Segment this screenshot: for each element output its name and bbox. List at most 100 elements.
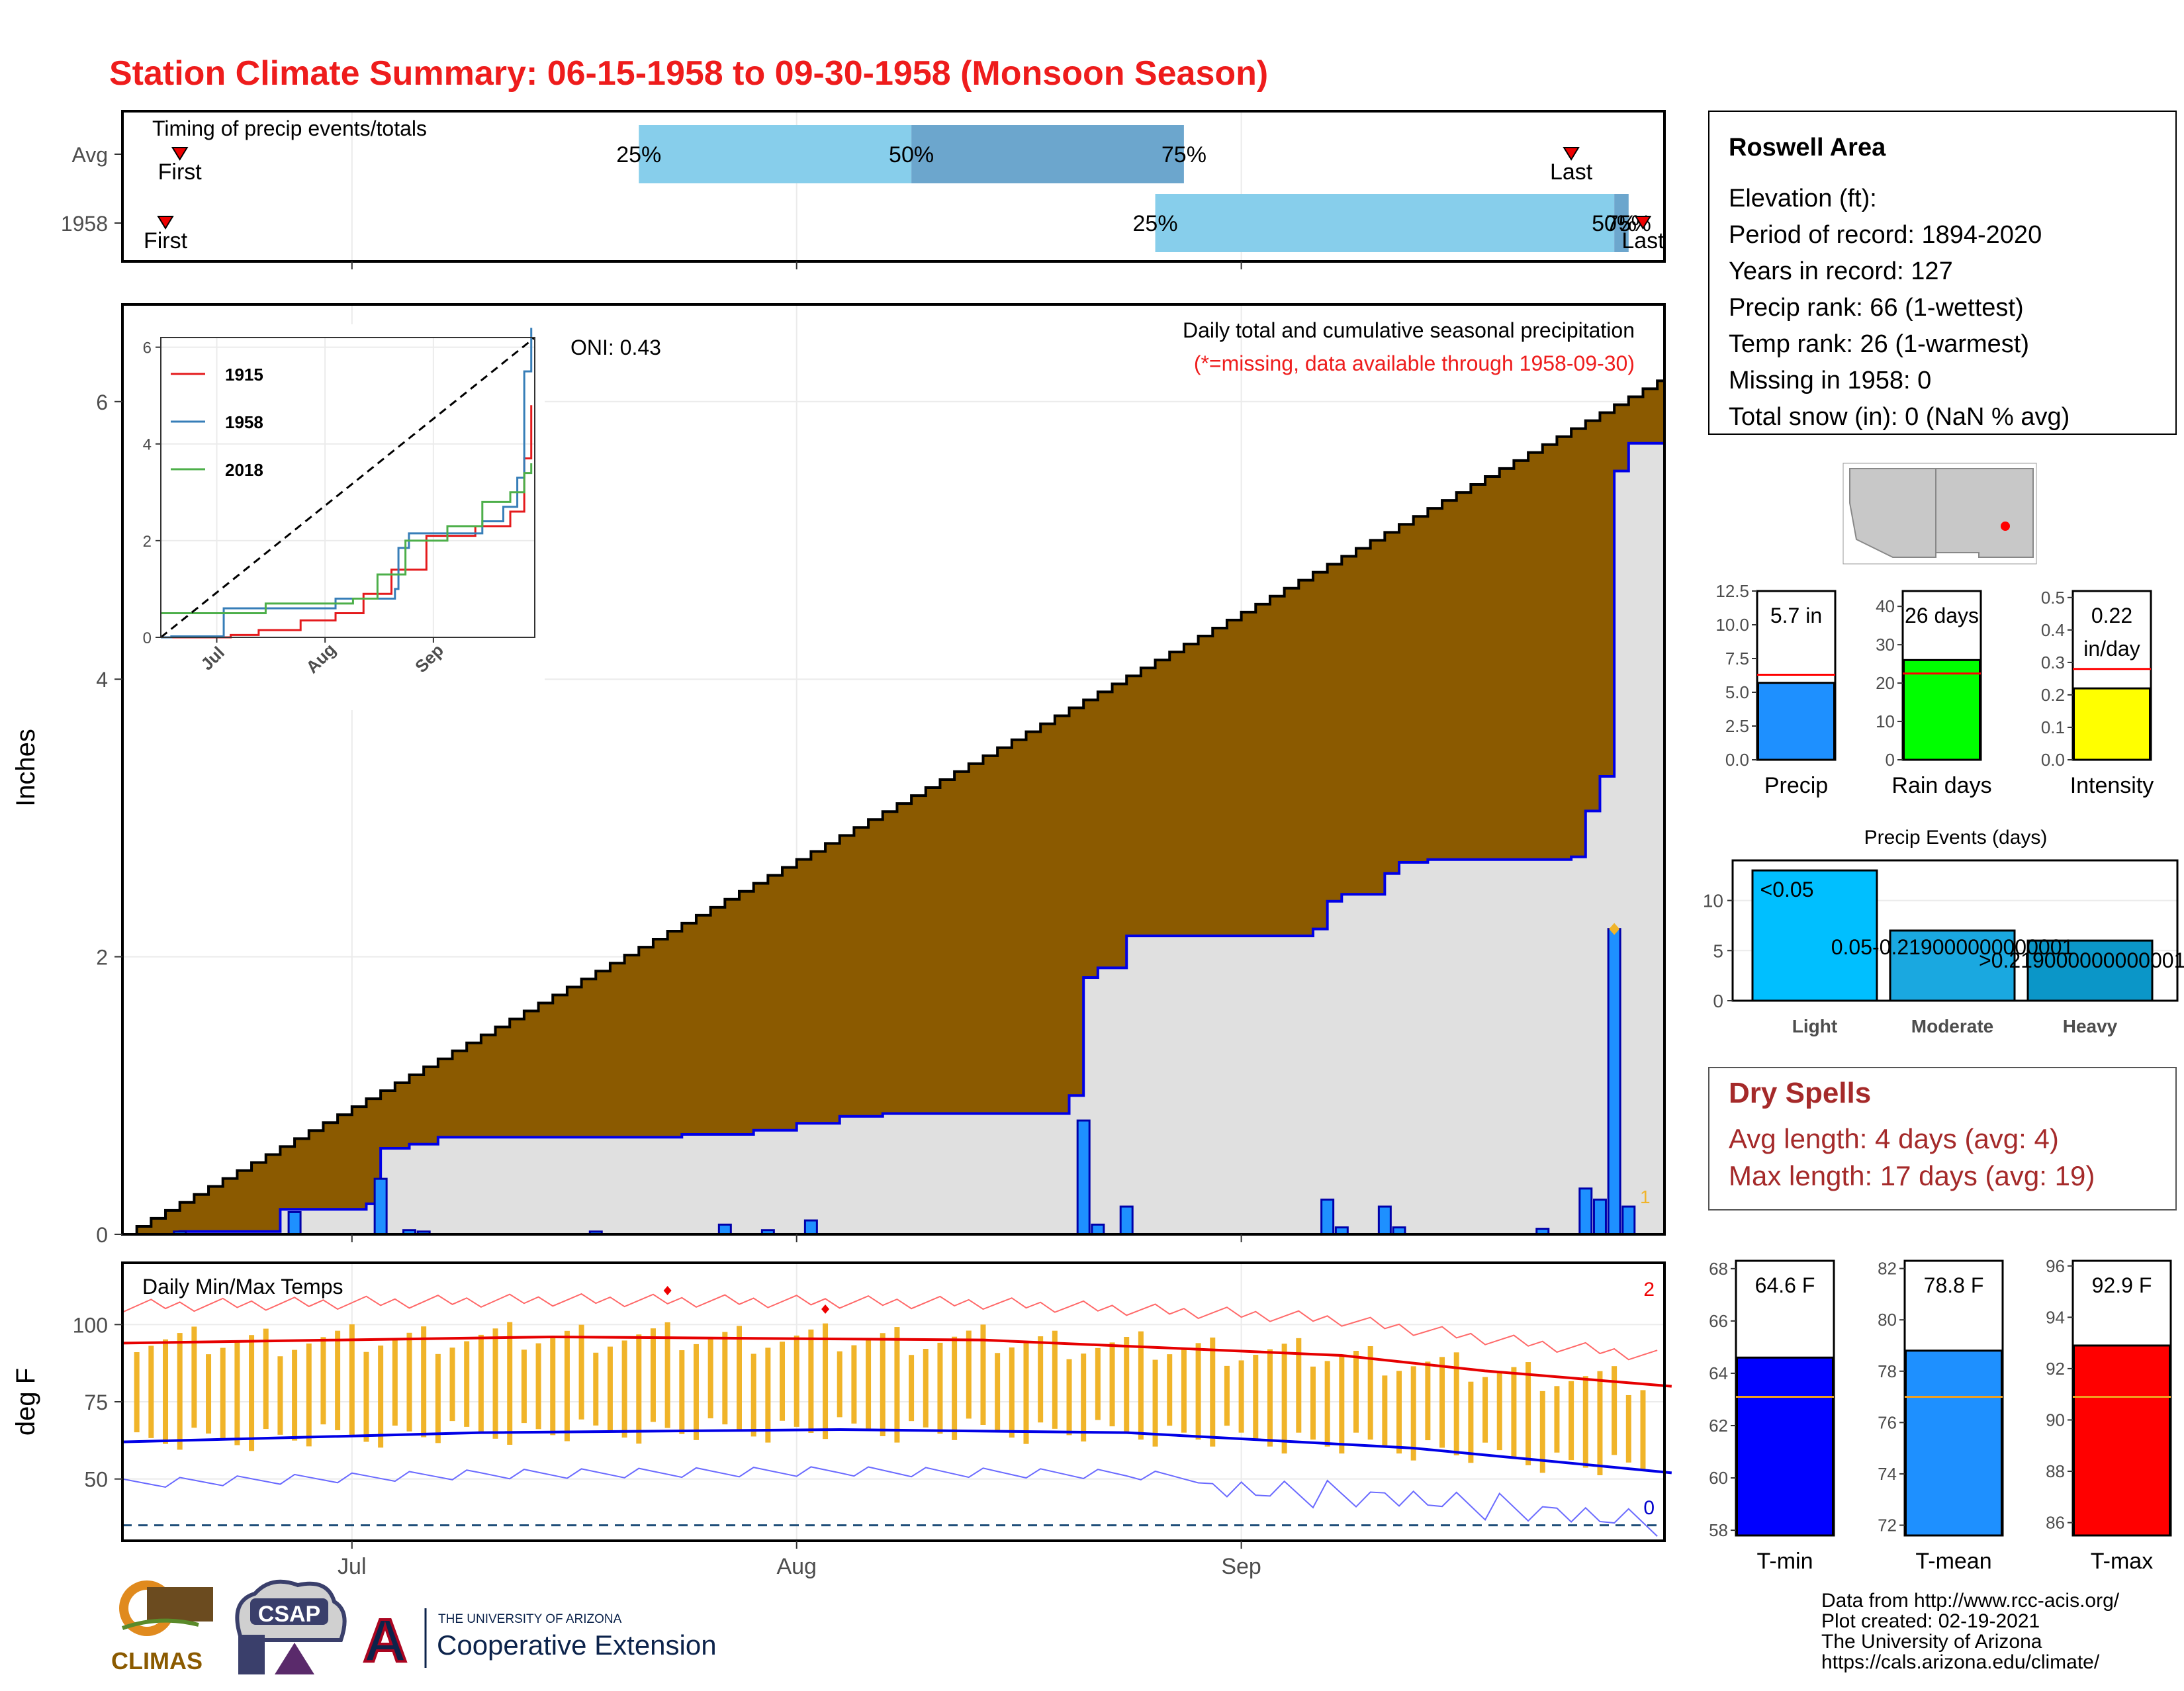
- station-line: Total snow (in): 0 (NaN % avg): [1729, 403, 2070, 431]
- timing-bar-q25-q50: [639, 125, 912, 183]
- station-line: Years in record: 127: [1729, 257, 1953, 285]
- summary-y-tick-label: 7.5: [1725, 649, 1749, 668]
- cooperative-extension-text: Cooperative Extension: [437, 1629, 717, 1661]
- credits: Data from http://www.rcc-acis.org/ Plot …: [1821, 1590, 2120, 1673]
- timing-row-label: 1958: [61, 212, 108, 236]
- daily-temp-bar: [249, 1335, 255, 1451]
- summary-y-tick-label: 0.0: [1725, 750, 1749, 770]
- x-axis-month-label: Sep: [1221, 1554, 1261, 1579]
- daily-temp-bar: [1296, 1338, 1302, 1433]
- summary-y-tick-label: 30: [1876, 635, 1895, 655]
- daily-temp-bar: [1009, 1347, 1015, 1438]
- summary-value-label: 26 days: [1905, 604, 1979, 627]
- daily-temp-bar: [679, 1350, 685, 1434]
- daily-temp-bar: [636, 1334, 642, 1444]
- daily-temp-bar: [909, 1355, 915, 1422]
- precip-event-label: >0.219000000000001: [1979, 948, 2184, 972]
- precip-summary-bars: 5.7 in 0.0 2.5 5.0 7.5 10.0 12.5 Precip 26 days 0…: [1715, 581, 2154, 798]
- daily-temp-bar: [191, 1326, 197, 1428]
- credit-line: https://cals.arizona.edu/climate/: [1821, 1651, 2100, 1673]
- summary-y-tick-label: 20: [1876, 673, 1895, 693]
- daily-temp-bar: [134, 1352, 140, 1433]
- daily-temp-bar: [1210, 1337, 1216, 1447]
- last-event-label: Last: [1550, 160, 1593, 185]
- daily-temp-bar: [722, 1332, 728, 1425]
- precip-panel: 1 Daily total and cumulative seasonal pre…: [11, 303, 1666, 1247]
- daily-temp-bar: [206, 1354, 212, 1434]
- summary-bar: [2073, 1344, 2171, 1537]
- daily-temp-bar: [607, 1346, 613, 1432]
- daily-temp-bar: [851, 1345, 857, 1424]
- avg-min-temp-line: [122, 1428, 1672, 1475]
- temperature-summary-bars: 64.6 F 58 60 62 64 66 68 T-min 78.8 F 72 74 76 78 80 8…: [1709, 1256, 2172, 1574]
- daily-precip-bar: [1607, 928, 1621, 1236]
- summary-value-label: 5.7 in: [1770, 604, 1822, 627]
- summary-y-tick-label: 88: [2046, 1461, 2065, 1481]
- summary-y-tick-label: 40: [1876, 596, 1895, 616]
- daily-temp-bar: [550, 1337, 556, 1436]
- new-mexico-shape: [1935, 468, 2034, 558]
- climas-logo-text: CLIMAS: [111, 1647, 203, 1674]
- daily-temp-bar: [1224, 1365, 1230, 1426]
- daily-temp-bar: [1382, 1375, 1388, 1447]
- daily-temp-bar: [292, 1349, 298, 1441]
- daily-temp-bar: [794, 1335, 799, 1427]
- daily-temp-bar: [1195, 1343, 1201, 1440]
- summary-y-tick-label: 0.3: [2041, 653, 2065, 672]
- csap-logo-text: CSAP: [258, 1602, 320, 1627]
- inset-average-line: [160, 336, 535, 639]
- daily-temp-bar: [894, 1327, 900, 1443]
- summary-y-tick-label: 0.4: [2041, 620, 2065, 640]
- station-location-dot: [2001, 522, 2010, 531]
- cumulative-precip-1958-area: [122, 441, 1666, 1236]
- precip-y-tick-label: 6: [96, 390, 108, 414]
- summary-y-tick-label: 80: [1878, 1310, 1897, 1330]
- precip-frame: [121, 303, 1666, 1236]
- precip-events-title: Precip Events (days): [1864, 827, 2048, 848]
- daily-temp-bar: [1511, 1367, 1517, 1458]
- inset-series-line: [161, 405, 533, 639]
- summary-value-label: 92.9 F: [2092, 1273, 2152, 1297]
- summary-y-tick-label: 82: [1878, 1259, 1897, 1279]
- daily-temp-bar: [664, 1322, 670, 1428]
- daily-temp-bar: [1095, 1348, 1101, 1420]
- dry-spells-max: Max length: 17 days (avg: 19): [1729, 1160, 2095, 1191]
- daily-precip-bar: [717, 1223, 732, 1236]
- summary-y-tick-label: 12.5: [1715, 581, 1749, 601]
- inset-series-line: [161, 463, 533, 614]
- daily-temp-bar: [263, 1328, 269, 1430]
- summary-bar: [1736, 1356, 1834, 1537]
- daily-temp-bar: [1640, 1390, 1646, 1471]
- arizona-a-icon: A: [363, 1607, 407, 1674]
- summary-category-label: Precip: [1764, 773, 1828, 798]
- temp-y-tick-label: 50: [84, 1468, 108, 1492]
- summary-value-label: 78.8 F: [1924, 1273, 1984, 1297]
- daily-temp-bar: [1569, 1381, 1574, 1461]
- daily-temp-bar: [1496, 1372, 1502, 1451]
- summary-category-label: Intensity: [2070, 773, 2154, 798]
- precip-event-bar: [2026, 939, 2154, 1002]
- daily-temp-bar: [1396, 1371, 1402, 1454]
- precip-event-label: <0.05: [1760, 878, 1814, 901]
- locator-map: [1843, 463, 2037, 565]
- station-info-box: Roswell Area Elevation (ft): Period of r…: [1708, 111, 2177, 435]
- daily-temp-bar: [320, 1337, 326, 1425]
- daily-precip-bar: [1076, 1119, 1091, 1236]
- page-title: Station Climate Summary: 06-15-1958 to 0…: [109, 54, 1268, 93]
- daily-temp-bar: [492, 1328, 498, 1439]
- summary-y-tick-label: 64: [1709, 1363, 1728, 1383]
- daily-temp-bar: [995, 1353, 1001, 1432]
- credit-line: Data from http://www.rcc-acis.org/: [1821, 1590, 2120, 1612]
- daily-precip-bar: [803, 1219, 818, 1236]
- summary-bar: [1903, 659, 1981, 761]
- inset-y-tick-label: 4: [143, 436, 152, 454]
- inset-background: [124, 324, 545, 710]
- daily-temp-bar: [923, 1349, 929, 1428]
- daily-temp-bar: [449, 1348, 455, 1422]
- timing-percent-label: 25%: [1133, 211, 1178, 236]
- summary-y-tick-label: 0.5: [2041, 588, 2065, 608]
- summary-y-tick-label: 0.1: [2041, 717, 2065, 737]
- daily-temp-bar: [1281, 1344, 1287, 1454]
